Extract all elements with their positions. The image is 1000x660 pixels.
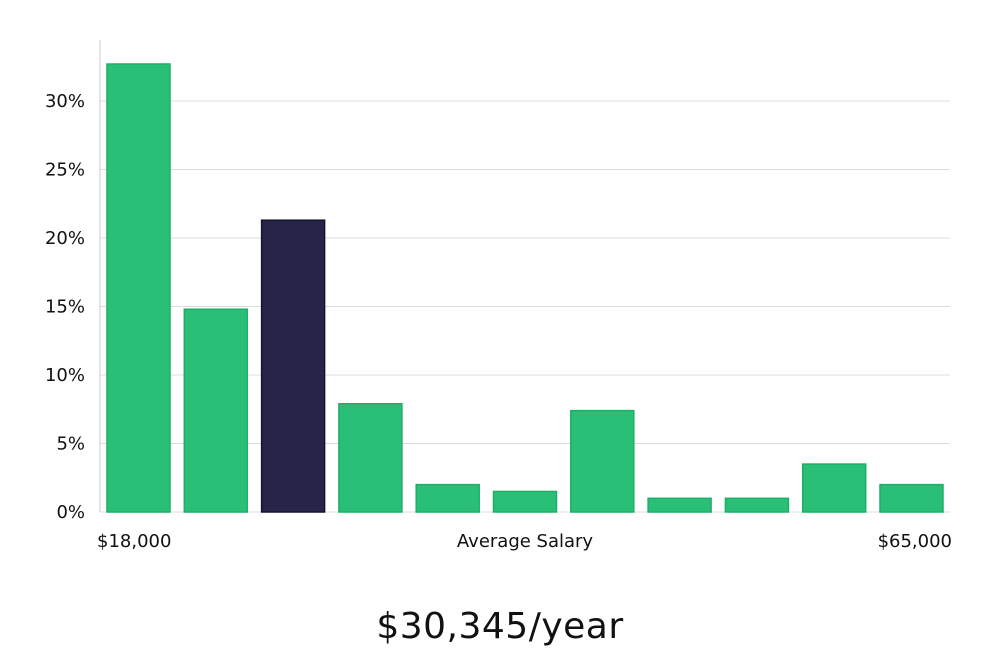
bar [724,497,790,513]
y-tick-label: 0% [56,502,85,523]
bar [183,308,249,513]
bar [570,409,635,513]
x-min-label: $18,000 [97,531,171,552]
bar [879,483,944,513]
bar [801,463,867,513]
y-tick-labels: 0% 5% 10% 15% 20% 25% 30% [45,91,85,523]
x-axis-title: Average Salary [457,531,594,552]
x-max-label: $65,000 [878,531,952,552]
bar [106,63,171,513]
y-tick-label: 20% [45,228,85,249]
bars [106,63,944,513]
bar [647,497,712,513]
average-salary-value: $30,345/year [376,606,624,647]
y-tick-label: 30% [45,91,85,112]
bar-highlighted [260,219,326,513]
bar [492,490,558,513]
salary-histogram-chart: 0% 5% 10% 15% 20% 25% 30% $18,000 Average Sala… [45,40,952,552]
y-tick-label: 10% [45,365,85,386]
bar [415,483,480,513]
y-tick-label: 5% [56,434,85,455]
y-tick-label: 25% [45,160,85,181]
y-tick-label: 15% [45,297,85,318]
bar [338,403,403,513]
